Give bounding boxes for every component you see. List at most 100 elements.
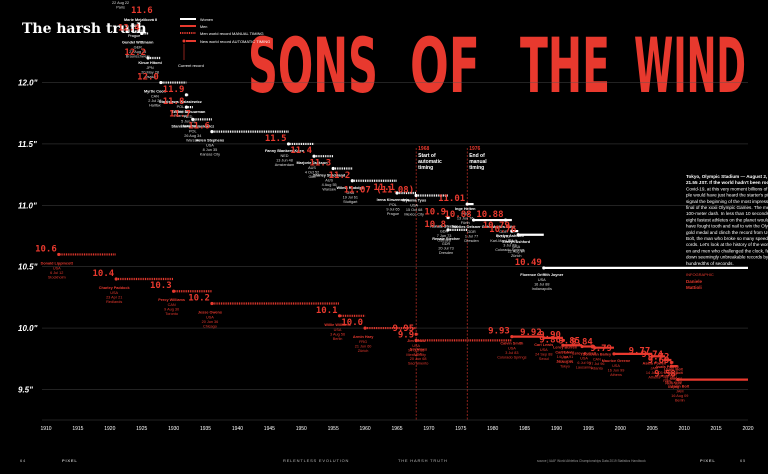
credit-name-last: Mattioli (686, 285, 702, 290)
x-tick-label: 1985 (519, 426, 530, 432)
women-record-point (446, 228, 450, 232)
record-athlete-name: Gundel Wittmann (122, 40, 154, 44)
record-value-label: 11.5 (265, 134, 287, 144)
intro-line: 21.55 JST. If the world hadn't been rock… (686, 180, 768, 185)
record-value-label: 11.8 (163, 97, 185, 107)
record-athlete-info: Haarlem (181, 124, 195, 128)
record-athlete-info: 25 Aug 91 (556, 360, 573, 364)
record-value-label: 11.01 (438, 194, 465, 204)
x-tick-label: 2015 (711, 426, 722, 432)
record-athlete-info: Zürich (358, 349, 369, 353)
intro-line: en and men who challenged the clock, fea… (686, 248, 768, 253)
record-athlete-name: Stanisława Walasiewicz (159, 100, 202, 104)
annotation-year: 1976 (469, 146, 480, 152)
record-athlete-info: USA (346, 191, 354, 195)
record-athlete-info: USA (506, 239, 514, 243)
record-athlete-name: Armin Hary (353, 335, 374, 339)
men-record-point (580, 344, 584, 349)
men-record-point (210, 301, 214, 306)
series-women: 12.8Mary LinesGBR22 Aug 22Paris12.4Gunde… (112, 0, 748, 291)
record-athlete-name: Myrtle Cook (144, 90, 167, 94)
intro-line: Tokyo, Olympic Stadium — August 2, 2020, (686, 174, 768, 179)
record-athlete-info: Beijing (668, 385, 679, 389)
record-athlete-info: 4 Aug 55 (322, 183, 337, 187)
record-athlete-info: 20 May 28 (141, 71, 159, 75)
record-athlete-name: Renate Stecher (432, 237, 460, 241)
record-value-label: 10.88 (476, 210, 503, 220)
record-athlete-info: USA (206, 316, 214, 320)
record-athlete-info: Colorado Springs (497, 356, 526, 360)
men-record-point (669, 360, 674, 365)
record-athlete-info: GDR (467, 230, 476, 234)
record-athlete-name: Fanny Blankers-Koen (265, 149, 305, 153)
record-athlete-info: 9 Sep 07 (659, 374, 674, 378)
men-record-point (676, 378, 680, 382)
record-athlete-info: 3 Aug 56 (330, 332, 345, 336)
footer-center-2: THE HARSH TRUTH (398, 458, 448, 463)
women-record-point (465, 202, 469, 206)
record-value-label: 10.8 (424, 220, 446, 230)
record-athlete-info: USA (512, 245, 520, 249)
footer: 64 PIXEL RELENTLESS EVOLUTION THE HARSH … (20, 458, 745, 463)
record-athlete-info: 1 Jul 77 (465, 235, 478, 239)
record-value-label: 9.95 (392, 324, 414, 334)
record-athlete-info: Redlands (106, 300, 122, 304)
y-tick-label: 11.0" (18, 201, 37, 210)
headline-word-2: THE (520, 21, 610, 110)
footer-source: source | IAAF World Athletics Championsh… (537, 459, 646, 463)
women-record-point (140, 31, 144, 36)
legend-auto-dot (182, 39, 186, 43)
women-record-point (286, 142, 291, 146)
record-athlete-info: 22 Aug 22 (112, 1, 129, 5)
record-value-label: 10.88 (444, 210, 471, 220)
men-record-point (669, 364, 674, 368)
record-athlete-info: POL (177, 105, 185, 109)
legend-women-label: Women (200, 18, 213, 22)
record-athlete-name: Asafa Powell (643, 361, 666, 365)
record-athlete-info: Stockholm (48, 275, 66, 279)
y-tick-label: 9.5" (18, 385, 33, 394)
record-athlete-info: JAM (670, 372, 678, 376)
record-athlete-info: NED (280, 154, 288, 158)
intro-line: down seemingly unbreakable records by me… (686, 255, 768, 260)
x-tick-label: 1920 (104, 426, 115, 432)
women-record-point (350, 179, 354, 183)
record-athlete-name: Irena Kirszenstein (377, 198, 410, 202)
x-tick-label: 1930 (168, 426, 179, 432)
intro-line: cords. Let's look at the history of the … (686, 242, 768, 247)
record-athlete-info: 4 Oct 52 (305, 171, 319, 175)
record-athlete-name: Marlies Göhr (492, 225, 516, 229)
legend-example-country: TCH (131, 24, 139, 28)
legend-auto-label: New world record AUTOMATIC TIMING (200, 39, 270, 44)
record-value-label: 9.85 (558, 336, 580, 346)
record-athlete-name: Donovan Bailey (583, 353, 612, 357)
record-athlete-info: JAM (650, 366, 658, 370)
record-athlete-info: AUS (308, 166, 316, 170)
headline-word-1: OF (410, 21, 480, 110)
intro-line: have fought tooth and nail to win the Ol… (686, 224, 768, 229)
men-record-point (172, 289, 176, 293)
x-tick-label: 1980 (487, 426, 498, 432)
record-athlete-info: Toronto (165, 312, 178, 316)
record-value-label: 11.3 (309, 158, 331, 168)
record-athlete-info: Poznań (174, 114, 187, 118)
section-title: The harsh truth (22, 21, 147, 37)
record-athlete-info: JAM (670, 376, 678, 380)
annotation-text: Start of (418, 153, 436, 159)
record-athlete-info: Karl-Marx-Stadt (490, 239, 518, 243)
record-athlete-info: Colorado Springs (495, 248, 524, 252)
record-athlete-info: 19 Jul 61 (343, 195, 358, 199)
record-athlete-name: Carl Lewis (534, 343, 553, 347)
record-value-label: 9.79 (590, 344, 612, 354)
record-value-label: 10.49 (515, 258, 542, 268)
record-athlete-name: Calvin Smith (500, 342, 524, 346)
record-value-label: 10.2 (188, 294, 210, 304)
record-athlete-info: POL (189, 129, 197, 133)
intro-line: signal the beginning of the most impress… (686, 199, 768, 204)
record-athlete-info: 2 Jul 28 (148, 99, 161, 103)
intro-line: final of the xxxii Olympic Games. The me… (686, 205, 768, 210)
record-athlete-info: Braunschweig (126, 54, 150, 58)
credit-name-first: Daniele (686, 279, 703, 284)
record-athlete-name: Florence Griffith Joyner (520, 273, 564, 277)
record-value-label: 10.4 (93, 269, 115, 279)
